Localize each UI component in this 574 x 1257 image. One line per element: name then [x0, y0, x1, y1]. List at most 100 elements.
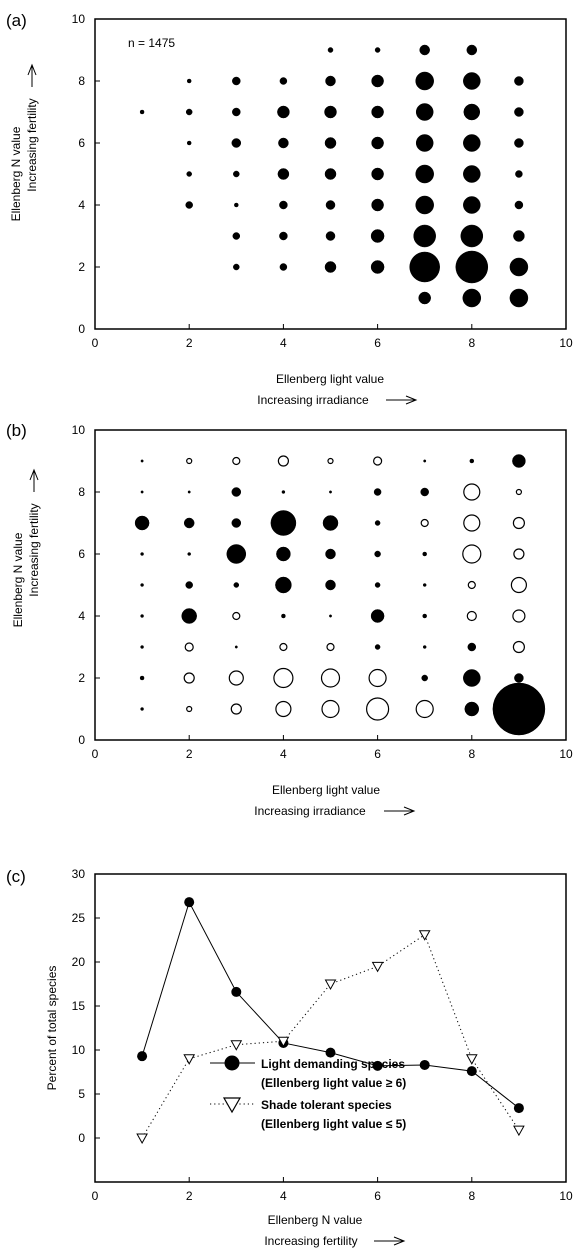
panel-a-y-label2-group: Increasing fertility — [25, 63, 39, 192]
bubble-point — [230, 703, 242, 715]
panel-a-y-ticks: 0 2 4 6 8 10 — [72, 12, 100, 336]
bubble-point — [234, 645, 238, 649]
bubble-point — [422, 551, 427, 557]
bubble-point — [275, 576, 292, 594]
bubble-point — [279, 642, 288, 652]
bubble-point — [514, 200, 524, 210]
bubble-point — [140, 490, 144, 494]
panel-a: (a) n = 1475 0 2 4 6 8 10 0 2 4 6 8 10 Ellenberg l… — [6, 11, 573, 407]
bubble-point — [186, 705, 193, 713]
bubble-point — [187, 490, 191, 494]
bubble-point — [467, 642, 477, 652]
legend-label-light-2: (Ellenberg light value ≥ 6) — [261, 1076, 406, 1090]
panel-b-y-arrow — [29, 468, 39, 492]
c-y-tick-label: 5 — [78, 1087, 85, 1101]
series-point — [513, 1103, 524, 1114]
bubble-point — [467, 580, 476, 590]
bubble-point — [374, 550, 381, 558]
bubble-point — [184, 642, 194, 652]
c-y-tick-label: 30 — [72, 867, 86, 881]
bubble-point — [140, 707, 144, 711]
panel-c-x-label2-group: Increasing fertility — [264, 1234, 406, 1248]
bubble-point — [329, 614, 332, 618]
bubble-point — [463, 72, 481, 90]
bubble-point — [512, 516, 526, 530]
bubble-point — [371, 167, 384, 181]
panel-c-plot-frame — [94, 873, 567, 1183]
bubble-point — [279, 77, 288, 85]
series-line — [141, 933, 520, 1139]
bubble-point — [373, 488, 382, 496]
bubble-point — [322, 515, 339, 531]
series-point — [419, 1059, 430, 1070]
panel-c-x-arrow — [374, 1236, 406, 1246]
panel-b-label: (b) — [6, 421, 27, 440]
bubble-point — [327, 47, 334, 53]
c-y-tick-label: 0 — [78, 1131, 85, 1145]
panel-b-x-label2-group: Increasing irradiance — [254, 804, 416, 818]
panel-a-plot-frame — [94, 18, 567, 330]
bubble-point — [277, 168, 290, 180]
bubble-point — [370, 609, 385, 623]
bubble-point — [231, 518, 242, 528]
bubble-point — [422, 613, 427, 619]
a-x-tick-label: 10 — [559, 336, 573, 350]
bubble-point — [140, 459, 144, 463]
bubble-point — [226, 544, 247, 564]
panel-b-x-ticks: 0 2 4 6 8 10 — [92, 735, 573, 761]
bubble-point — [371, 105, 384, 119]
c-y-tick-label: 25 — [72, 911, 86, 925]
bubble-point — [183, 517, 195, 529]
bubble-point — [232, 232, 241, 240]
bubble-point — [415, 134, 434, 152]
bubble-point — [185, 201, 193, 209]
bubble-point — [509, 288, 529, 308]
b-x-tick-label: 6 — [374, 747, 381, 761]
panel-a-label: (a) — [6, 11, 27, 30]
bubble-point — [187, 552, 191, 556]
c-x-tick-label: 4 — [280, 1189, 287, 1203]
a-y-tick-label: 0 — [78, 322, 85, 336]
bubble-point — [420, 487, 429, 497]
bubble-point — [140, 583, 144, 587]
bubble-point — [233, 170, 240, 178]
panel-c-y-label: Percent of total species — [45, 966, 59, 1091]
bubble-point — [134, 515, 150, 531]
bubble-point — [422, 583, 427, 587]
panel-c: (c) 0 2 4 6 8 10 0 5 10 15 20 25 30 Light demanding… — [6, 867, 573, 1248]
bubble-point — [186, 457, 193, 465]
bubble-point — [186, 78, 192, 84]
bubble-point — [460, 224, 484, 248]
bubble-point — [370, 260, 385, 274]
panel-a-points — [139, 44, 529, 308]
bubble-point — [139, 675, 145, 681]
bubble-point — [325, 200, 336, 210]
bubble-point — [324, 261, 337, 273]
bubble-point — [422, 645, 427, 649]
series-point — [183, 1054, 196, 1065]
bubble-point — [325, 75, 336, 87]
bubble-point — [231, 487, 242, 497]
bubble-point — [185, 581, 193, 589]
series-point — [137, 1051, 148, 1062]
bubble-point — [324, 168, 337, 180]
bubble-point — [325, 231, 336, 241]
panel-b-y-label2-group: Increasing fertility — [27, 468, 41, 597]
b-x-tick-label: 10 — [559, 747, 573, 761]
bubble-point — [423, 459, 427, 463]
b-x-tick-label: 0 — [92, 747, 99, 761]
panel-c-x-ticks: 0 2 4 6 8 10 — [92, 1177, 573, 1203]
panel-c-x-label2: Increasing fertility — [264, 1234, 357, 1248]
a-y-tick-label: 10 — [72, 12, 86, 26]
a-y-tick-label: 8 — [78, 74, 85, 88]
bubble-point — [469, 458, 475, 464]
bubble-point — [415, 699, 434, 719]
c-y-tick-label: 15 — [72, 999, 86, 1013]
bubble-point — [462, 544, 482, 564]
c-x-tick-label: 10 — [559, 1189, 573, 1203]
bubble-point — [140, 645, 144, 649]
bubble-point — [455, 250, 489, 284]
c-x-tick-label: 8 — [468, 1189, 475, 1203]
bubble-point — [281, 613, 286, 619]
panel-a-y-arrow — [27, 63, 37, 87]
